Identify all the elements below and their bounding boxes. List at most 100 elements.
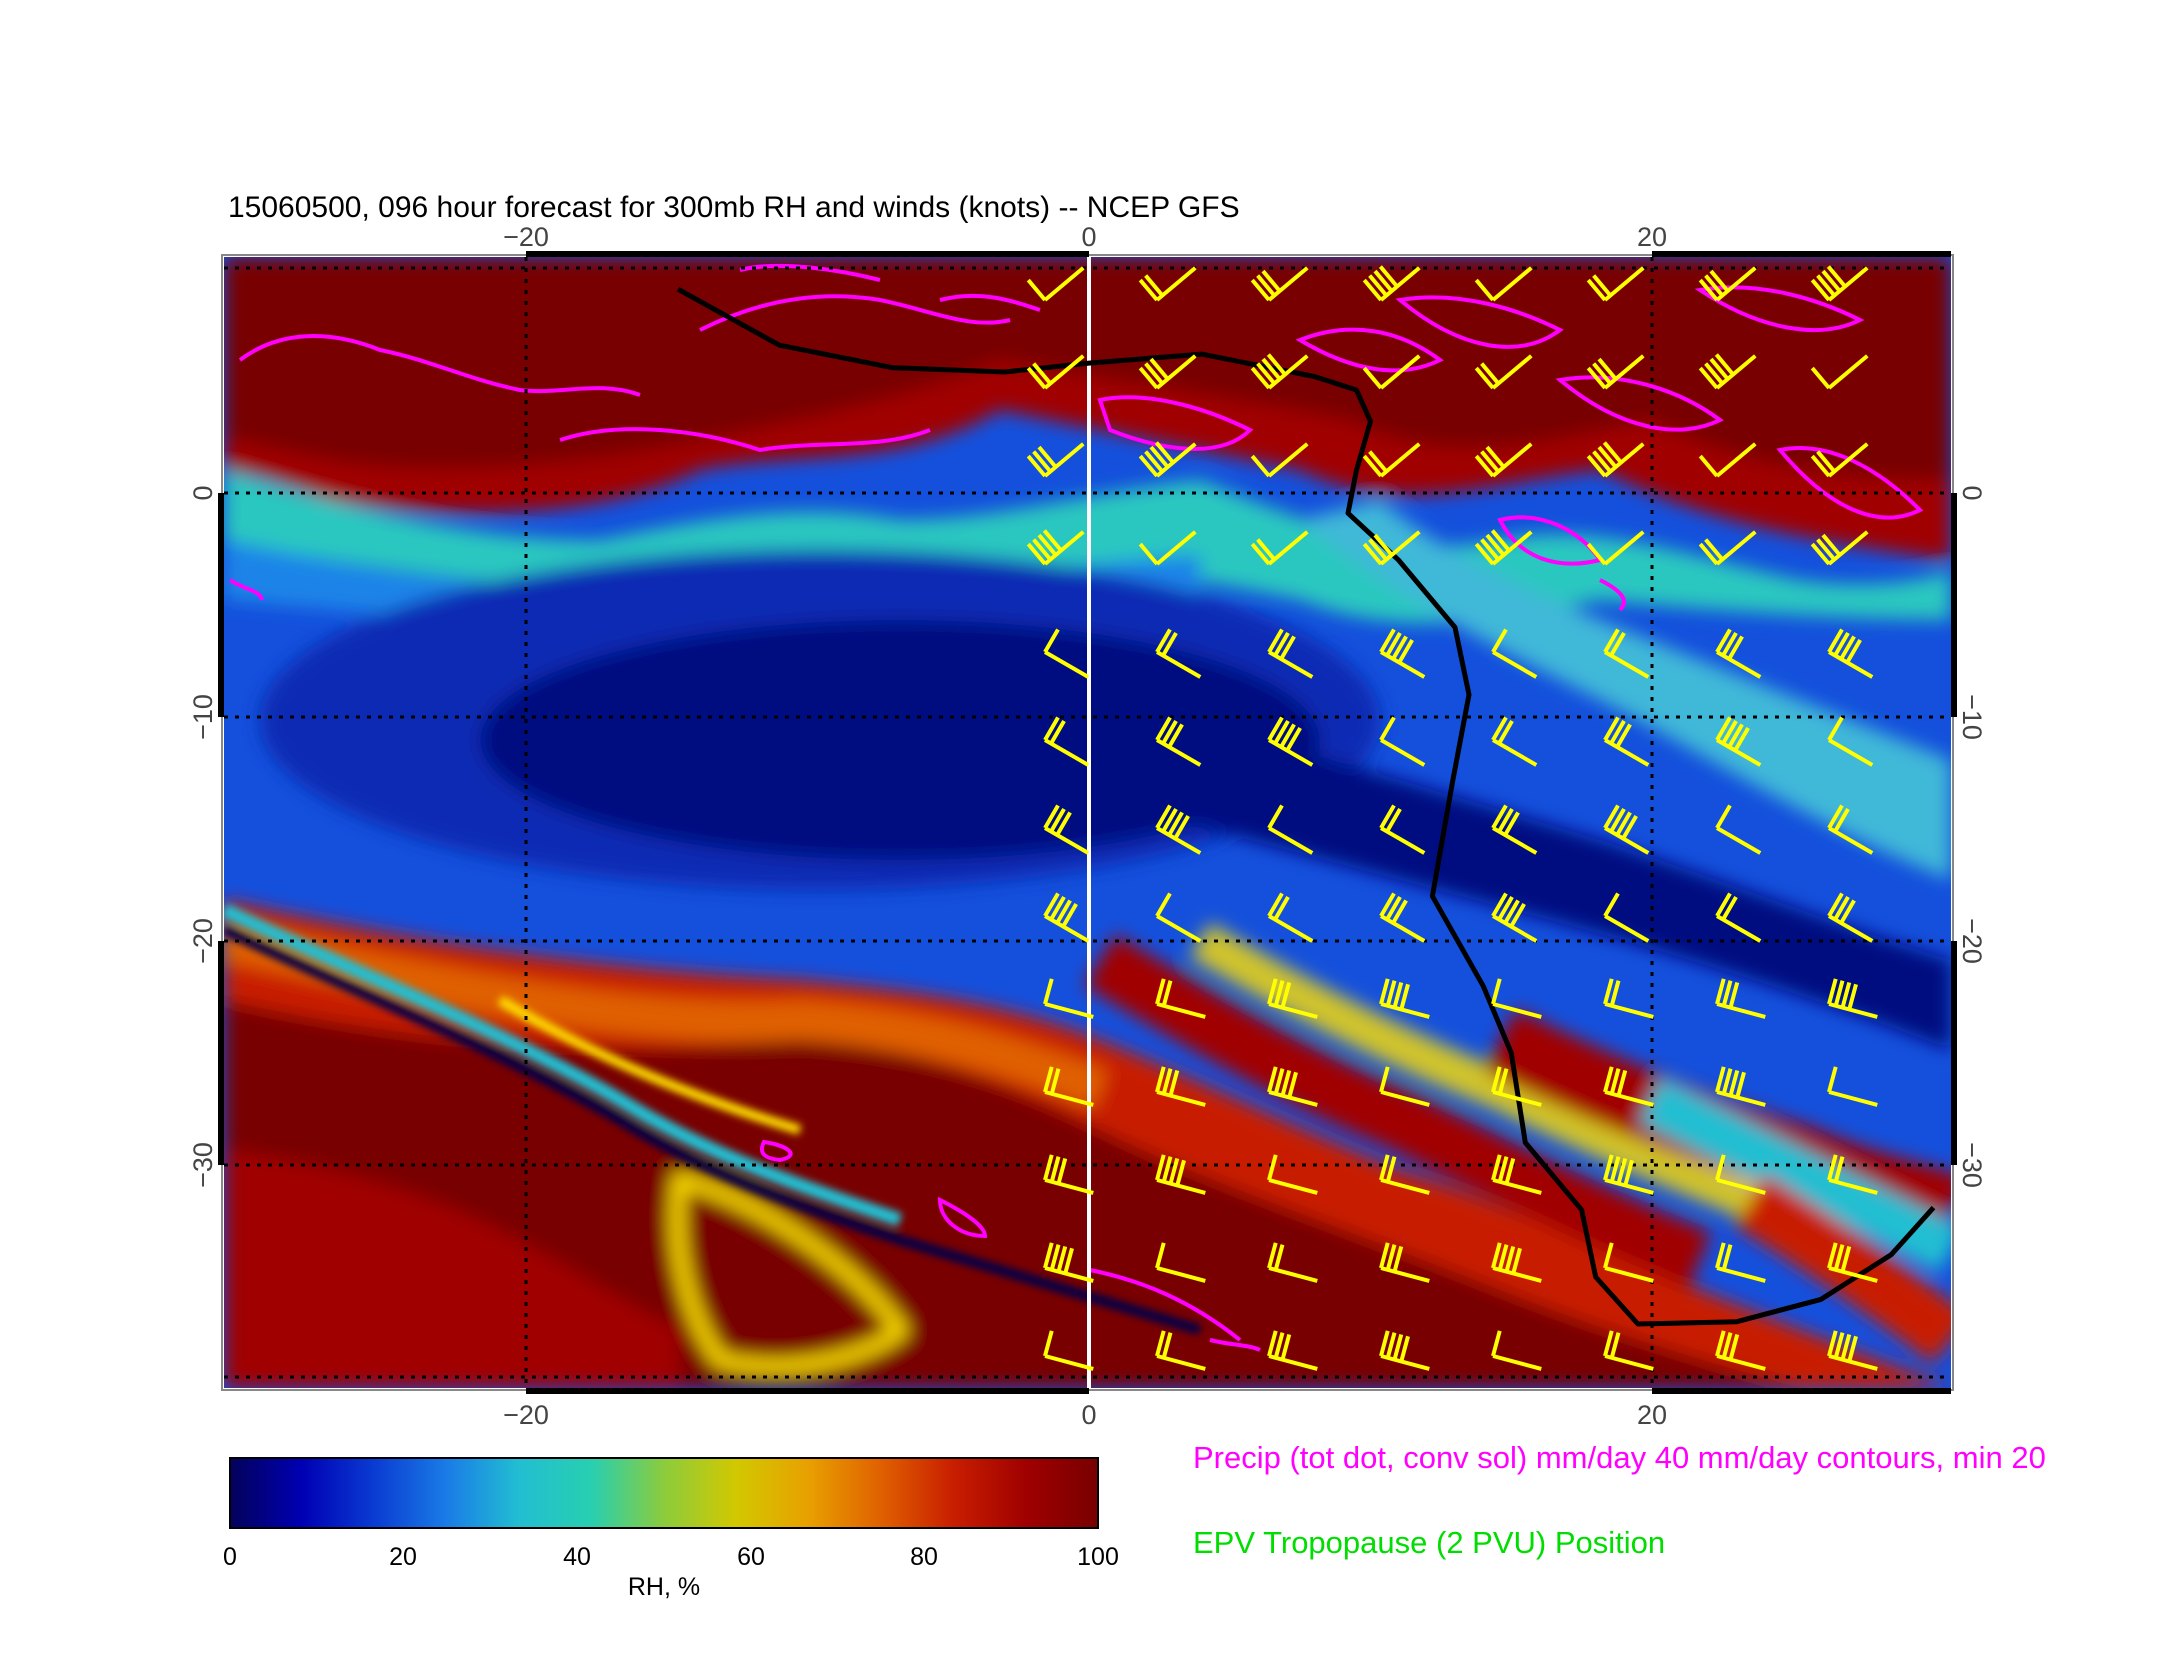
wind-barb [1491,892,1538,943]
right-tick-label: −30 [1957,1142,1987,1188]
wind-barb [1603,716,1650,767]
wind-barb [1267,978,1318,1019]
wind-barb [1827,1330,1878,1371]
wind-barb [1155,1154,1206,1195]
wind-barb [1138,441,1197,478]
bottom-tick-label: 20 [1637,1400,1667,1430]
wind-barb [1267,1066,1318,1107]
tropopause-line [676,287,1936,1327]
wind-barb [1810,354,1869,390]
wind-barb [1491,1242,1542,1283]
wind-barb [1715,1330,1766,1371]
wind-barb [1603,1330,1654,1371]
colorbar-tick-label: 40 [563,1543,591,1571]
wind-barb [1474,266,1533,302]
wind-barb [1026,354,1085,390]
colorbar-tick-label: 20 [389,1543,417,1571]
wind-barb [1827,716,1874,767]
wind-barb [1267,892,1314,943]
colorbar: 0 20 40 60 80 100 RH, % [223,1457,1119,1601]
wind-barb [1715,1066,1766,1107]
chart-title: 15060500, 096 hour forecast for 300mb RH… [228,191,1240,224]
wind-barb [1715,628,1762,679]
wind-barb [1043,978,1094,1019]
wind-barb [1715,1154,1766,1195]
wind-barb [1715,1242,1766,1283]
wind-barbs [1026,265,1878,1371]
wind-barb [1155,1242,1206,1283]
wind-barb [1379,892,1426,943]
colorbar-tick-label: 80 [910,1543,938,1571]
wind-barb [1379,716,1426,767]
wind-barb [1491,1330,1542,1371]
wind-barb [1586,354,1645,390]
wind-barb [1155,1330,1206,1371]
wind-barb [1267,1154,1318,1195]
precip-legend: Precip (tot dot, conv sol) mm/day 40 mm/… [1193,1440,2046,1475]
wind-barb [1267,1242,1318,1283]
wind-barb [1603,628,1650,679]
wind-barb [1491,978,1542,1019]
wind-barb [1043,716,1090,767]
wind-barb [1491,716,1538,767]
lat-lon-grid [224,257,1951,1388]
wind-barb [1026,529,1085,566]
wind-barb [1155,716,1202,767]
wind-barb [1043,1242,1094,1283]
wind-barb [1155,1066,1206,1107]
wind-barb [1026,442,1085,478]
wind-barb [1379,978,1430,1019]
wind-barb [1138,354,1197,390]
wind-barb [1043,1154,1094,1195]
top-tick-label: −20 [503,222,549,252]
colorbar-tick-label: 60 [737,1543,765,1571]
wind-barb [1827,804,1874,855]
colorbar-label: RH, % [628,1573,700,1601]
wind-barb [1715,892,1762,943]
wind-barb [1603,1154,1654,1195]
wind-barb [1379,1242,1430,1283]
wind-barb [1810,442,1869,478]
wind-barb [1267,716,1314,767]
wind-barb [1715,804,1762,855]
wind-barb [1827,628,1874,679]
wind-barb [1603,1242,1654,1283]
left-tick-label: −30 [188,1142,218,1188]
right-tick-label: 0 [1957,485,1987,500]
wind-barb [1379,1154,1430,1195]
tropopause-legend: EPV Tropopause (2 PVU) Position [1193,1525,1665,1560]
wind-barb [1267,628,1314,679]
wind-barb [1491,804,1538,855]
wind-barb [1810,530,1869,566]
wind-barb [1491,1066,1542,1107]
wind-barb [1474,529,1533,566]
right-tick-label: −20 [1957,918,1987,964]
wind-barb [1362,530,1421,566]
wind-barb [1155,978,1206,1019]
wind-barb [1379,628,1426,679]
wind-barb [1827,978,1878,1019]
colorbar-tick-label: 100 [1077,1543,1119,1571]
wind-barb [1715,716,1762,767]
wind-barb [1379,804,1426,855]
top-tick-label: 0 [1081,222,1096,252]
wind-barb [1267,804,1314,855]
wind-barb [1250,530,1309,566]
top-tick-label: 20 [1637,222,1667,252]
wind-barb [1043,892,1090,943]
tick-labels: −20 0 20 −20 0 20 0 −10 −20 −30 0 −10 −2… [188,222,1987,1430]
left-tick-label: −20 [188,918,218,964]
wind-barb [1250,266,1309,302]
right-tick-label: −10 [1957,694,1987,740]
wind-barb [1043,1066,1094,1107]
wind-barb [1491,1154,1542,1195]
wind-barb [1155,804,1202,855]
colorbar-ramp [229,1457,1099,1529]
wind-barb [1827,1154,1878,1195]
wind-barb [1715,978,1766,1019]
wind-barb [1043,1330,1094,1371]
wind-barb [1250,353,1309,390]
wind-barb [1250,442,1309,478]
wind-barb [1474,442,1533,478]
